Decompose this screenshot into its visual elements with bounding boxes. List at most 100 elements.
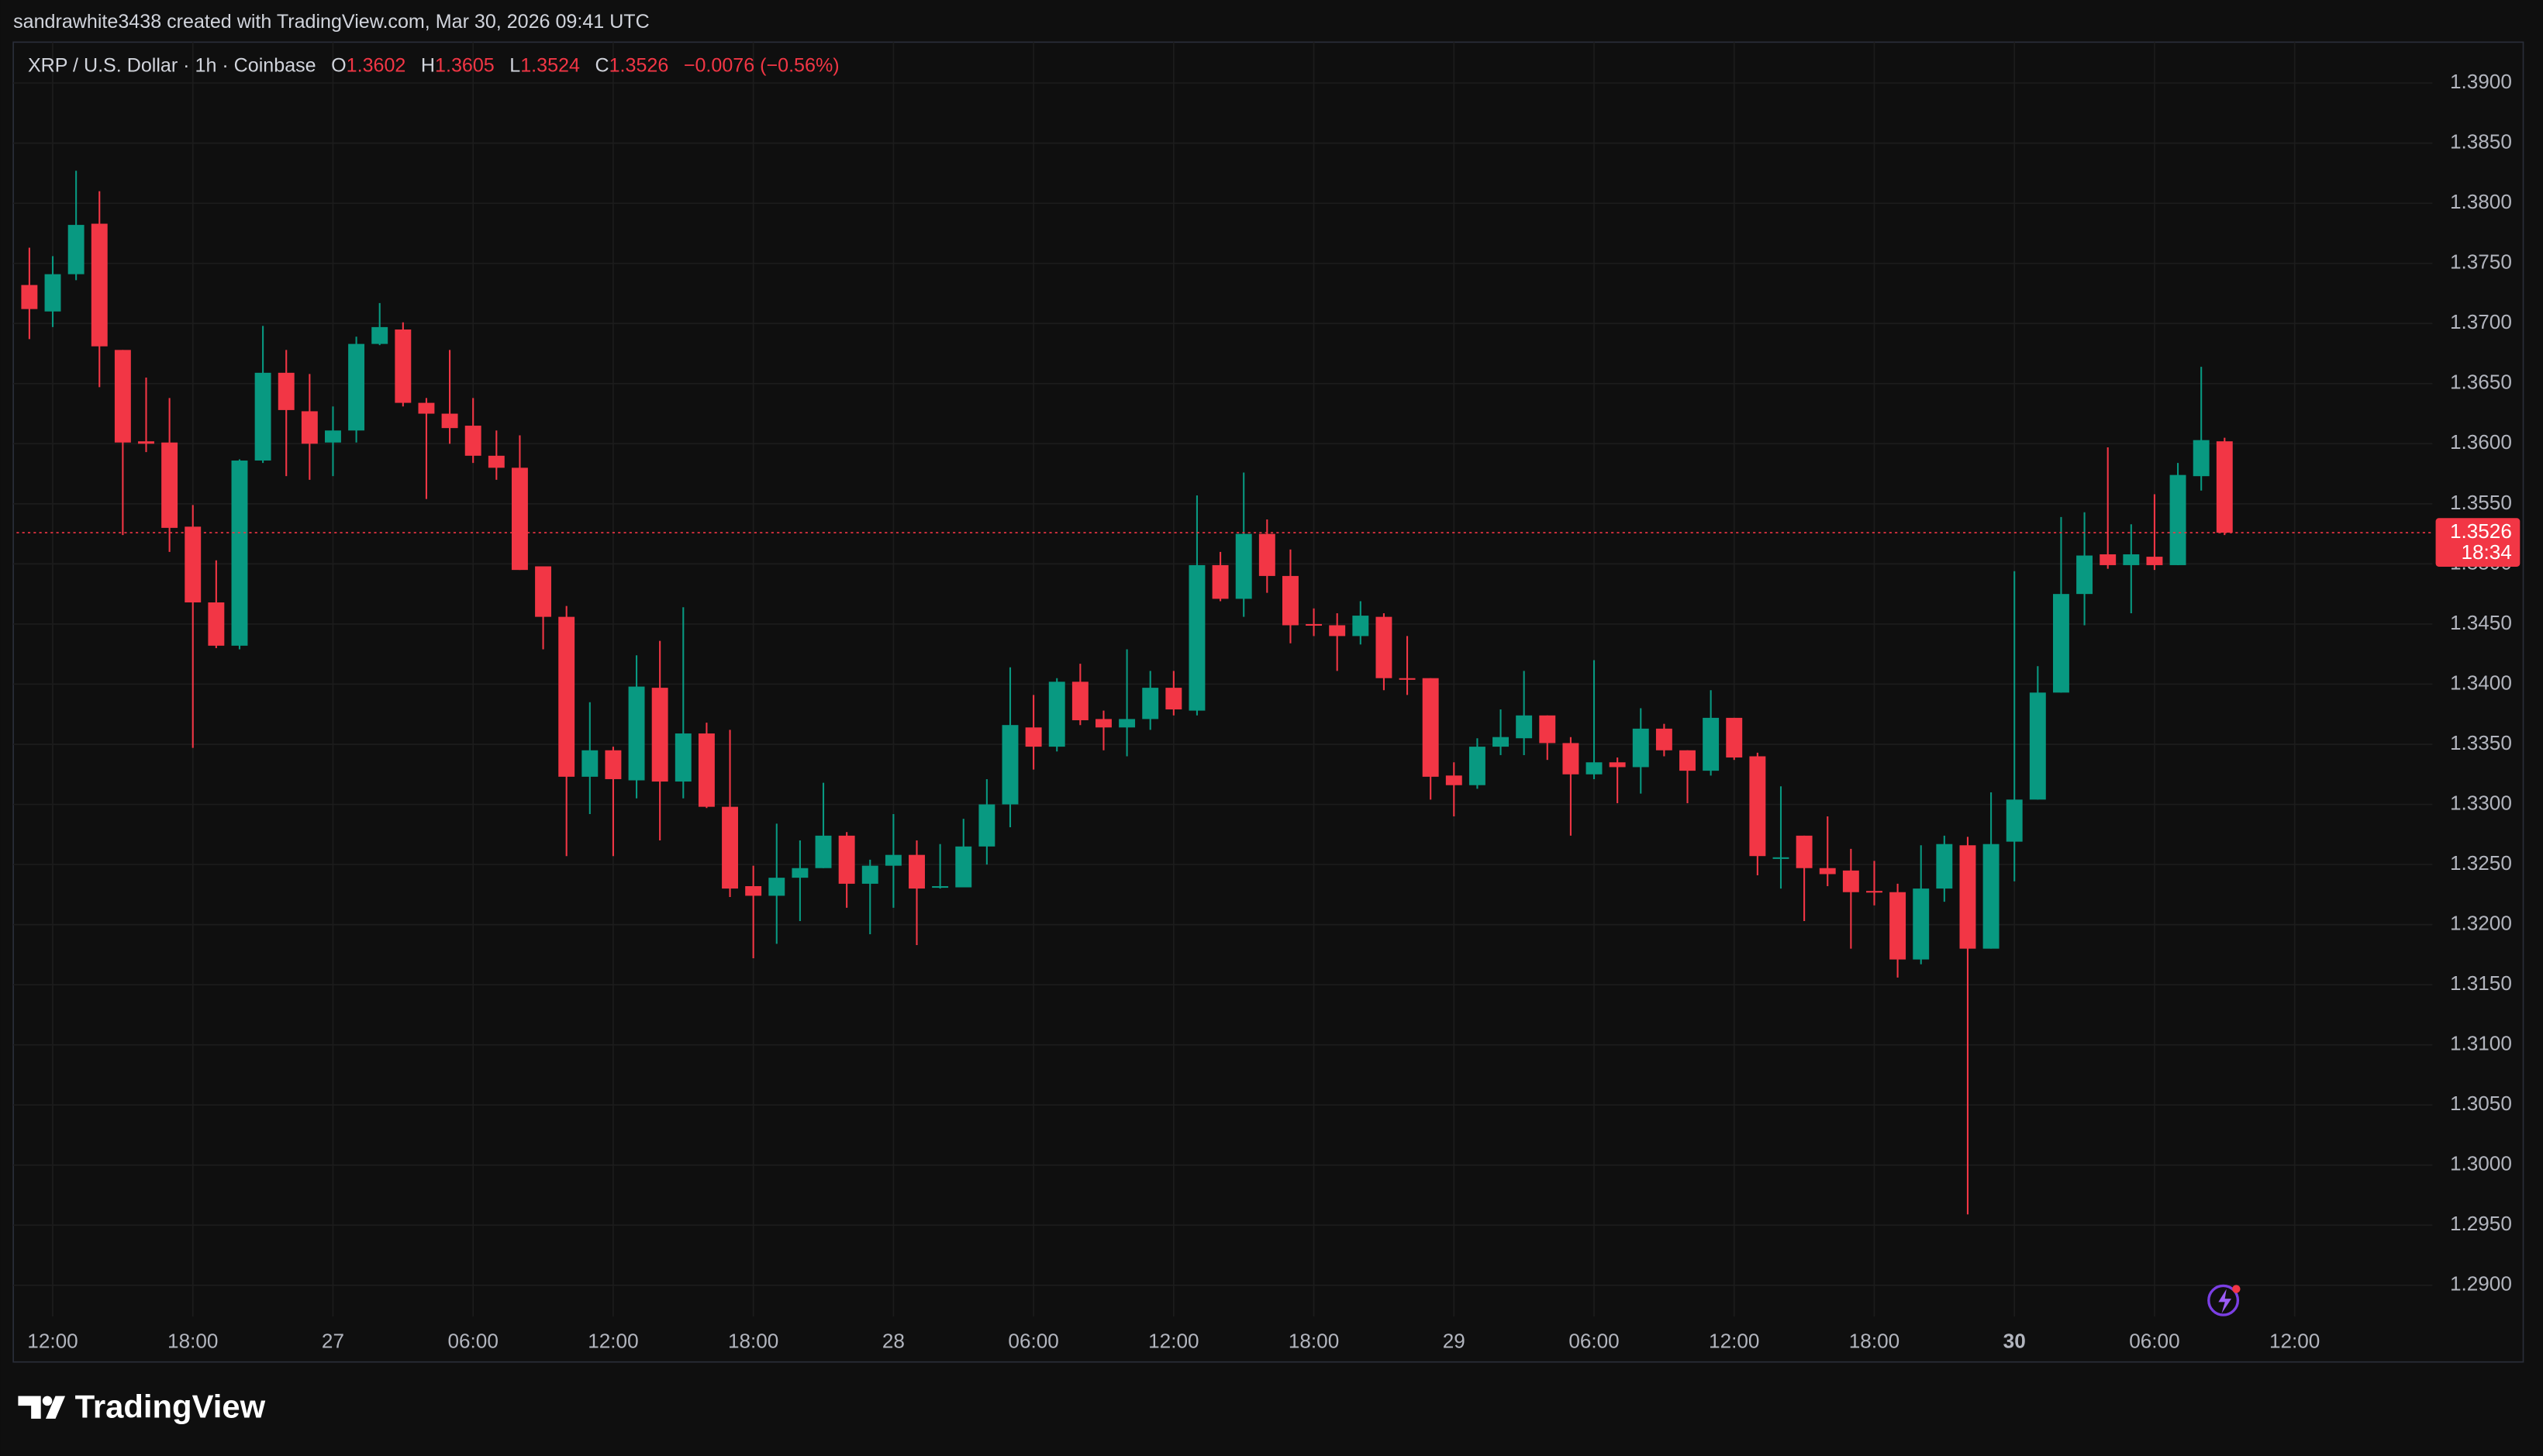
candle-body	[651, 688, 668, 782]
candle-body	[1959, 845, 1976, 949]
candle-body	[348, 343, 365, 431]
candle-body	[815, 835, 832, 868]
candle-body	[1492, 737, 1509, 747]
candle-body	[1096, 719, 1112, 728]
y-tick-label: 1.3300	[2450, 791, 2512, 814]
candle-body	[605, 750, 622, 779]
candle-body	[2146, 557, 2163, 565]
y-tick-label: 1.3350	[2450, 731, 2512, 754]
candle-body	[488, 455, 505, 468]
candle-body	[1913, 888, 1930, 960]
candle-body	[1772, 857, 1789, 859]
x-tick-label: 12:00	[27, 1330, 78, 1353]
candle-body	[1842, 870, 1859, 892]
x-tick-label: 12:00	[1148, 1330, 1199, 1353]
candle-body	[1796, 835, 1813, 868]
replay-icon-dot[interactable]	[2232, 1285, 2241, 1293]
candle-body	[1422, 678, 1439, 777]
replay-icon-ring[interactable]	[2207, 1284, 2240, 1316]
candle-body	[278, 372, 295, 410]
y-tick-label: 1.3100	[2450, 1032, 2512, 1055]
candle-body	[745, 885, 762, 896]
x-tick-label: 06:00	[1568, 1330, 1619, 1353]
candle-body	[1562, 743, 1579, 775]
candle-body	[2169, 474, 2186, 565]
candle-body	[1982, 844, 2000, 949]
candle-body	[1352, 616, 1369, 637]
y-tick-label: 1.3600	[2450, 430, 2512, 454]
candle-body	[1703, 717, 1720, 771]
candle-body	[511, 468, 528, 571]
replay-icon-bolt[interactable]	[2218, 1289, 2232, 1313]
ohlc-value: 1.3526	[609, 54, 669, 76]
candle-body	[1212, 564, 1229, 599]
replay-icon[interactable]	[2207, 1284, 2241, 1316]
candle-body	[395, 329, 412, 403]
candle-body	[1516, 715, 1533, 739]
candle-body	[1632, 728, 1649, 768]
candle-body	[2216, 441, 2233, 533]
brand-mark-dot[interactable]	[42, 1396, 53, 1406]
y-tick-label: 1.2900	[2450, 1272, 2512, 1296]
candle-body	[581, 750, 599, 777]
candle-body	[955, 846, 972, 888]
countdown-label: 18:34	[2461, 540, 2511, 564]
candle-body	[44, 274, 61, 312]
y-tick-label: 1.3850	[2450, 130, 2512, 154]
x-tick-label: 12:00	[2269, 1330, 2320, 1353]
candle-body	[2052, 594, 2069, 693]
x-tick-label: 06:00	[2129, 1330, 2179, 1353]
candle-body	[2193, 440, 2210, 477]
candle-body	[1375, 616, 1392, 678]
candle-body	[1306, 623, 1323, 626]
y-tick-label: 1.2950	[2450, 1212, 2512, 1235]
brand-mark[interactable]	[18, 1396, 66, 1419]
candle-body	[1468, 747, 1485, 785]
candle-body	[1329, 625, 1346, 637]
candle-body	[768, 878, 785, 896]
candle-body	[932, 885, 949, 888]
candle-body	[885, 854, 902, 866]
x-tick-label: 18:00	[1849, 1330, 1899, 1353]
candle-body	[1142, 688, 1159, 719]
y-tick-label: 1.3200	[2450, 912, 2512, 935]
candle-body	[371, 326, 388, 344]
brand-name[interactable]: TradingView	[75, 1388, 266, 1424]
brand-logo[interactable]: TradingView	[18, 1388, 266, 1424]
y-tick-label: 1.3700	[2450, 310, 2512, 333]
candle-body	[838, 835, 855, 884]
candle-body	[138, 441, 154, 444]
y-tick-label: 1.3250	[2450, 851, 2512, 875]
candle-body	[792, 868, 809, 878]
candles	[16, 171, 2433, 1215]
change: −0.0076 (−0.56%)	[684, 54, 840, 76]
x-tick-label: 06:00	[448, 1330, 499, 1353]
candle-body	[698, 733, 715, 807]
symbol-title: XRP / U.S. Dollar · 1h · Coinbase	[28, 54, 316, 76]
candle-body	[2006, 799, 2023, 842]
axes: 1.2900 1.2950 1.3000 1.3050 1.3100 1.3150 1.32…	[27, 70, 2521, 1353]
candle-body	[1258, 533, 1275, 576]
y-tick-label: 1.3400	[2450, 671, 2512, 694]
x-tick-label: 28	[882, 1330, 905, 1353]
ohlc-value: 1.3524	[520, 54, 580, 76]
candle-body	[464, 426, 481, 456]
candle-body	[208, 602, 225, 646]
legend: XRP / U.S. Dollar · 1h · Coinbase O1.360…	[28, 54, 840, 76]
candle-body	[2076, 555, 2093, 595]
ohlc-label: L	[509, 54, 520, 76]
ohlc-label: O	[331, 54, 347, 76]
candle-body	[1189, 564, 1206, 711]
candle-body	[675, 733, 692, 782]
candle-body	[161, 442, 178, 528]
candle-body	[91, 223, 108, 347]
candle-body	[1071, 681, 1089, 720]
y-tick-label: 1.3550	[2450, 491, 2512, 514]
candle-body	[1936, 844, 1953, 889]
candle-body	[2123, 554, 2140, 565]
candle-body	[1726, 717, 1743, 758]
candle-body	[301, 411, 318, 444]
candle-body	[861, 865, 878, 884]
